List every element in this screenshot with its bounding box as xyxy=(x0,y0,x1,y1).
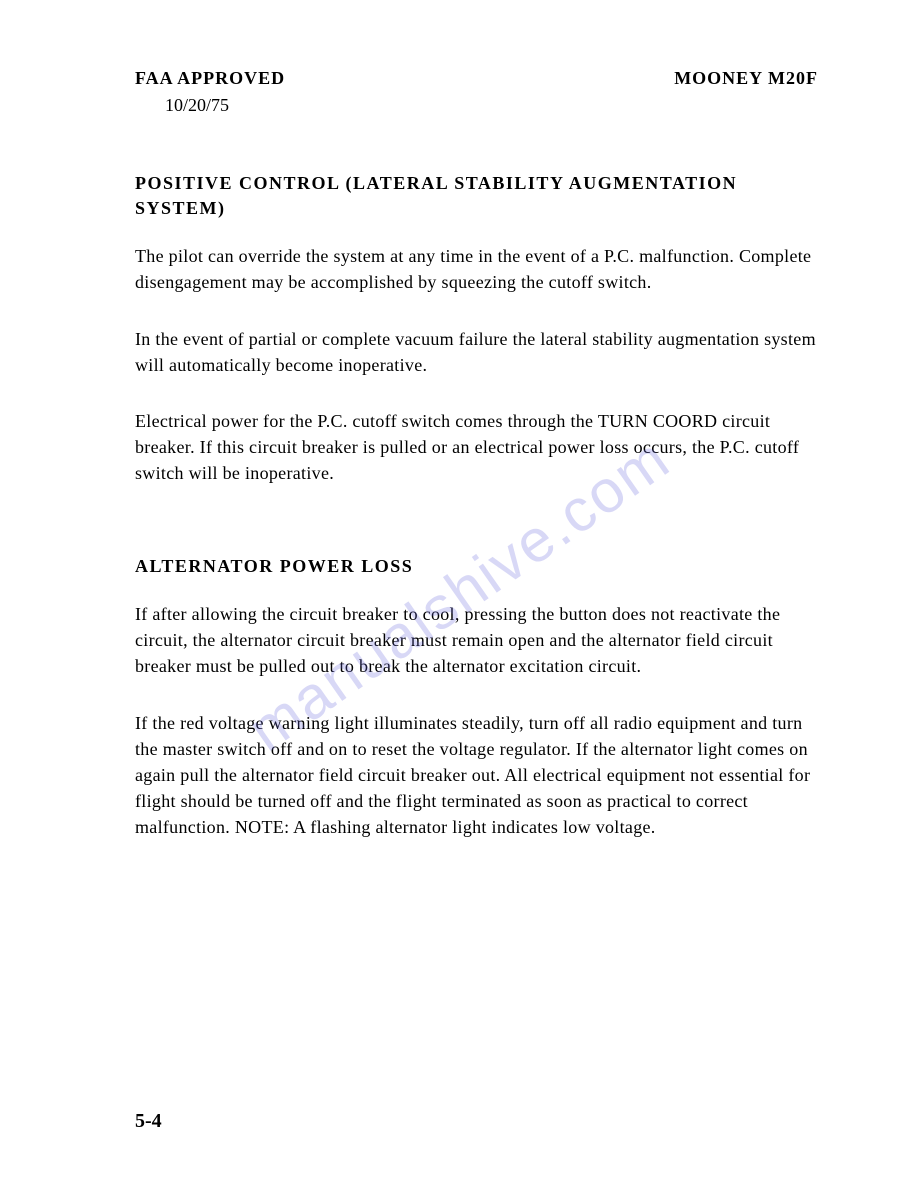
header-model: MOONEY M20F xyxy=(674,68,818,89)
page-header: FAA APPROVED MOONEY M20F xyxy=(135,68,818,89)
paragraph: In the event of partial or complete vacu… xyxy=(135,326,818,378)
paragraph: The pilot can override the system at any… xyxy=(135,243,818,295)
section-alternator: ALTERNATOR POWER LOSS If after allowing … xyxy=(135,554,818,840)
header-date: 10/20/75 xyxy=(165,95,818,116)
paragraph: If after allowing the circuit breaker to… xyxy=(135,601,818,679)
section-positive-control: POSITIVE CONTROL (LATERAL STABILITY AUGM… xyxy=(135,171,818,486)
paragraph: Electrical power for the P.C. cutoff swi… xyxy=(135,408,818,486)
section-heading: ALTERNATOR POWER LOSS xyxy=(135,554,818,579)
page-number: 5-4 xyxy=(135,1110,162,1133)
header-approval: FAA APPROVED xyxy=(135,68,285,89)
section-heading: POSITIVE CONTROL (LATERAL STABILITY AUGM… xyxy=(135,171,818,221)
paragraph: If the red voltage warning light illumin… xyxy=(135,710,818,840)
